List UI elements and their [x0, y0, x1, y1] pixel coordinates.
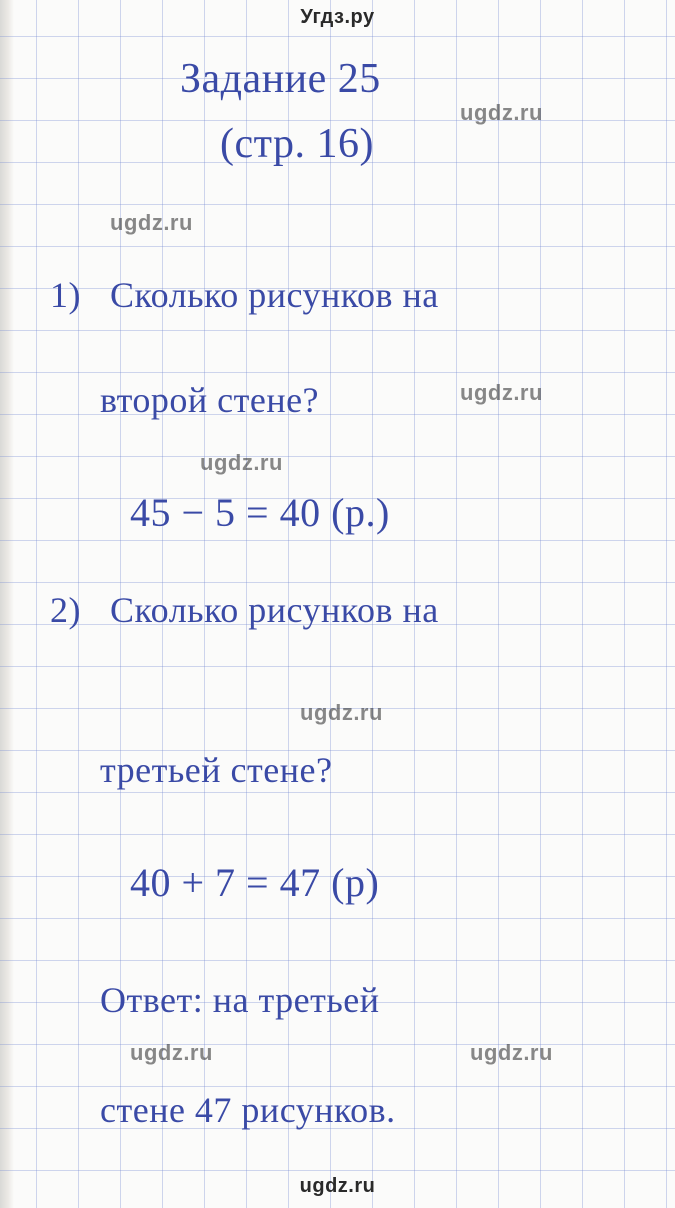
site-header: Угдз.ру	[0, 6, 675, 29]
item2-question-line1: Сколько рисунков на	[110, 590, 439, 631]
answer-line1: Ответ: на третьей	[100, 980, 380, 1021]
item2-calc: 40 + 7 = 47 (р)	[130, 860, 379, 906]
item2-marker: 2)	[50, 590, 81, 631]
site-footer: ugdz.ru	[0, 1175, 675, 1198]
item1-question-line1: Сколько рисунков на	[110, 275, 439, 316]
task-title-line1: Задание 25	[180, 55, 381, 103]
item2-question-line2: третьей стене?	[100, 750, 332, 791]
answer-line2: стене 47 рисунков.	[100, 1090, 396, 1131]
item1-marker: 1)	[50, 275, 81, 316]
item1-calc: 45 − 5 = 40 (р.)	[130, 490, 390, 536]
task-title-line2: (стр. 16)	[220, 120, 374, 168]
item1-question-line2: второй стене?	[100, 380, 319, 421]
